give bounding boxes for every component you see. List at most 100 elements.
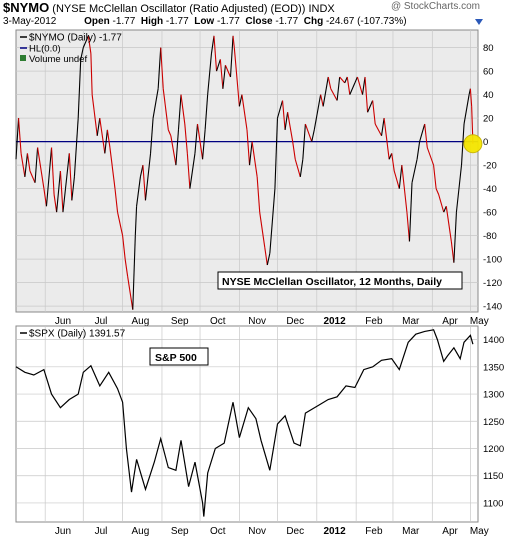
- nymo-line-segment: [304, 123, 313, 142]
- nymo-line-segment: [241, 94, 248, 130]
- dropdown-triangle-icon[interactable]: [475, 19, 483, 25]
- nymo-line-segment: [15, 118, 20, 160]
- nymo-y-tick-label: -140: [483, 302, 502, 313]
- nymo-line-segment: [356, 76, 364, 95]
- nymo-line-segment: [327, 76, 332, 89]
- nymo-line-segment: [463, 94, 470, 125]
- nymo-plot-area: [15, 29, 479, 313]
- nymo-line-segment: [114, 188, 119, 213]
- nymo-line-segment: [438, 194, 445, 213]
- nymo-line-segment: [99, 118, 106, 154]
- nymo-line-segment: [460, 123, 465, 166]
- nymo-line-segment: [106, 129, 111, 148]
- nymo-y-tick-label: 0: [483, 137, 488, 148]
- nymo-annotation-box: [217, 271, 463, 290]
- spx-x-tick-label: Feb: [365, 526, 383, 537]
- spx-plot-area: [15, 325, 479, 523]
- nymo-line-segment: [302, 123, 306, 160]
- spx-x-tick-label: May: [470, 526, 489, 537]
- nymo-line-segment: [433, 165, 437, 189]
- nymo-line-segment: [71, 176, 75, 201]
- exchange: INDX: [308, 3, 335, 15]
- nymo-line-segment: [367, 100, 374, 113]
- nymo-line-segment: [62, 188, 67, 213]
- nymo-y-tick-label: 40: [483, 90, 494, 101]
- quote-line: 3-May-2012 Open -1.77 High -1.77 Low -1.…: [3, 16, 407, 27]
- nymo-line-segment: [34, 147, 39, 183]
- nymo-line-segment: [361, 76, 366, 95]
- legend-spx: $SPX (Daily) 1391.57: [29, 329, 126, 340]
- nymo-line-segment: [170, 135, 177, 166]
- nymo-line-segment: [207, 53, 213, 95]
- close-value: -1.77: [275, 16, 299, 27]
- nymo-line-segment: [73, 118, 79, 177]
- nymo-line-segment: [184, 123, 188, 154]
- nymo-line-segment: [29, 170, 36, 183]
- nymo-line-segment: [374, 123, 383, 137]
- nymo-line-segment: [186, 153, 191, 189]
- nymo-line-segment: [132, 235, 136, 310]
- spx-y-tick-label: 1200: [483, 444, 504, 455]
- nymo-line-segment: [167, 129, 172, 136]
- nymo-line-segment: [408, 182, 413, 242]
- nymo-line-segment: [372, 100, 376, 125]
- open-value: -1.77: [112, 16, 136, 27]
- nymo-line-segment: [349, 82, 356, 95]
- nymo-line-segment: [134, 206, 138, 236]
- spx-x-tick-label: Mar: [402, 526, 420, 537]
- nymo-line-segment: [313, 94, 322, 130]
- nymo-line-segment: [139, 165, 144, 177]
- nymo-line-segment: [344, 76, 348, 84]
- spx-x-tick-label: Aug: [131, 526, 149, 537]
- nymo-line-segment: [266, 253, 271, 266]
- nymo-line-segment: [152, 88, 159, 119]
- nymo-line-segment: [77, 59, 82, 119]
- nymo-y-tick-label: -60: [483, 208, 497, 219]
- nymo-line-segment: [53, 194, 58, 213]
- nymo-line-segment: [20, 153, 26, 177]
- nymo-line-segment: [82, 35, 89, 48]
- nymo-line-segment: [45, 147, 53, 207]
- nymo-line-segment: [398, 165, 403, 189]
- nymo-line-segment: [117, 212, 124, 236]
- nymo-line-segment: [26, 153, 31, 172]
- nymo-line-segment: [109, 147, 116, 189]
- nymo-x-tick-label: Sep: [171, 316, 189, 327]
- nymo-annotation: NYSE McClellan Oscillator, 12 Months, Da…: [222, 276, 442, 288]
- nymo-line-segment: [222, 65, 226, 89]
- nymo-line-segment: [346, 76, 351, 95]
- nymo-line-segment: [17, 118, 22, 154]
- nymo-line-segment: [435, 188, 440, 195]
- chart-title: $NYMO (NYSE McClellan Oscillator (Ratio …: [3, 0, 335, 15]
- spx-x-tick-label: 2012: [323, 526, 346, 537]
- legend-nymo: $NYMO (Daily) -1.77: [29, 33, 122, 44]
- nymo-line-segment: [393, 170, 400, 189]
- nymo-line-segment: [204, 94, 209, 130]
- spx-y-tick-label: 1250: [483, 417, 504, 428]
- symbol-description: (NYSE McClellan Oscillator (Ratio Adjust…: [52, 3, 306, 15]
- nymo-line-segment: [364, 76, 369, 113]
- nymo-line-segment: [406, 212, 411, 242]
- nymo-line-segment: [380, 118, 385, 136]
- nymo-line-segment: [104, 129, 108, 154]
- spx-x-tick-label: Oct: [210, 526, 226, 537]
- nymo-line-segment: [50, 147, 55, 195]
- nymo-line-segment: [256, 176, 261, 213]
- nymo-line-segment: [292, 141, 296, 160]
- legend-swatch-volume: [20, 55, 26, 61]
- nymo-line-segment: [445, 206, 452, 242]
- legend-volume: Volume undef: [29, 54, 87, 65]
- nymo-line-segment: [320, 94, 324, 107]
- nymo-line-segment: [416, 141, 421, 160]
- nymo-line-segment: [96, 118, 101, 136]
- nymo-line-segment: [424, 123, 428, 148]
- nymo-line-segment: [238, 94, 243, 107]
- spx-price-line: [15, 329, 474, 517]
- nymo-line-segment: [59, 170, 64, 213]
- spx-y-tick-label: 1150: [483, 471, 503, 482]
- nymo-x-tick-label: Dec: [286, 316, 304, 327]
- nymo-line-segment: [160, 47, 164, 89]
- nymo-line-segment: [122, 235, 126, 260]
- nymo-line-segment: [336, 76, 341, 101]
